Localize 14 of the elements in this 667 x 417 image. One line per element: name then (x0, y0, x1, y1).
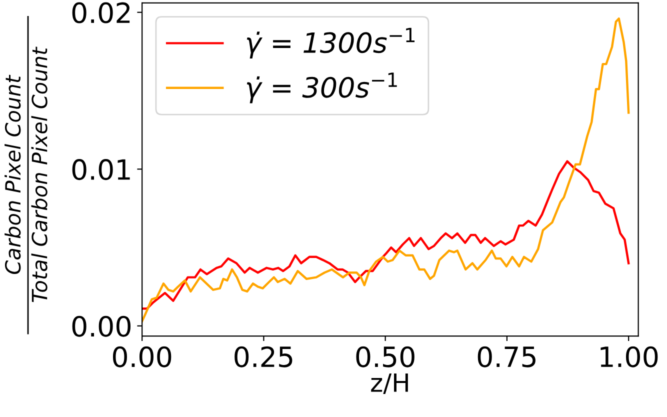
y-axis-title: Carbon Pixel Count Total Carbon Pixel Count (4, 46, 48, 302)
legend-label: γ̇ = 1300s$^{−1}$ (246, 28, 415, 59)
x-tick-label: 0.00 (112, 346, 172, 368)
line-series (142, 160, 630, 310)
line-series (142, 17, 630, 322)
x-tick-label: 0.25 (234, 346, 292, 368)
y-tick-label: 0.00 (72, 316, 131, 337)
y-tick-label: 0.02 (72, 2, 130, 24)
y-tick-label: 0.01 (72, 159, 130, 180)
x-tick-label: 1.00 (600, 346, 658, 368)
x-axis-title: z/H (371, 373, 408, 394)
x-tick-label: 0.75 (478, 346, 536, 368)
x-tick-label: 0.50 (356, 346, 414, 368)
legend-label: γ̇ = 300s$^{−1}$ (246, 72, 397, 104)
